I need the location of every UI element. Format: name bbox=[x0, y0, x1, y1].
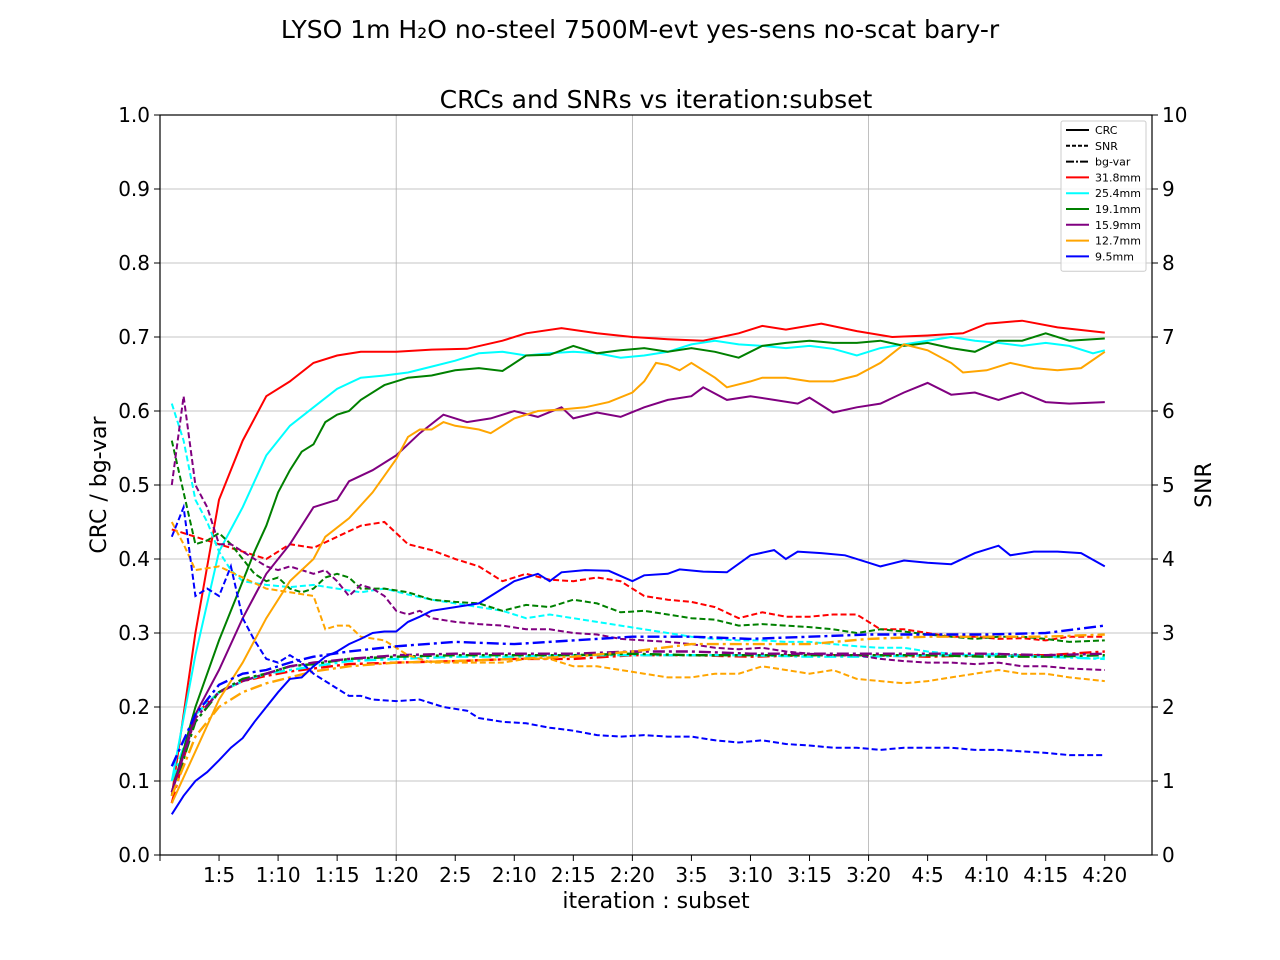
axis-layer: 0.0 0.1 0.2 0.3 0.4 0.5 0.6 0.7 0.8 0.9 1.0 0 1 2 3 4 5 6… bbox=[118, 103, 1187, 887]
crc-line-254mm bbox=[170, 335, 1106, 782]
snr-line-254mm bbox=[170, 403, 1105, 660]
snr-line-95mm bbox=[170, 503, 1105, 757]
legend-box bbox=[1060, 120, 1147, 272]
y-tick-label-left: 1.0 bbox=[118, 103, 150, 127]
chart-suptitle: LYSO 1m H₂O no-steel 7500M-evt yes-sens … bbox=[281, 15, 1000, 44]
series-layer bbox=[170, 319, 1106, 815]
y-tick-label-left: 0.1 bbox=[118, 769, 150, 793]
crc-line-191mm bbox=[170, 332, 1105, 793]
legend-label: 31.8mm bbox=[1095, 171, 1141, 184]
x-tick-label: 4:20 bbox=[1082, 863, 1127, 887]
bgvar-line-159mm bbox=[170, 650, 1105, 793]
legend-label: CRC bbox=[1095, 124, 1118, 137]
grid-layer bbox=[160, 114, 1152, 856]
y-tick-label-right: 3 bbox=[1162, 621, 1175, 645]
y-tick-label-right: 10 bbox=[1162, 103, 1187, 127]
y-tick-label-left: 0.8 bbox=[118, 251, 150, 275]
y-tick-label-right: 9 bbox=[1162, 177, 1175, 201]
y-tick-label-right: 6 bbox=[1162, 399, 1175, 423]
x-tick-label: 1:5 bbox=[203, 863, 235, 887]
x-tick-label: 4:10 bbox=[964, 863, 1009, 887]
legend-label: 19.1mm bbox=[1095, 203, 1141, 216]
y-tick-label-left: 0.4 bbox=[118, 547, 150, 571]
bgvar-line-191mm bbox=[170, 652, 1105, 797]
bgvar-line-127mm bbox=[170, 633, 1105, 797]
y-tick-label-right: 8 bbox=[1162, 251, 1175, 275]
x-tick-label: 3:10 bbox=[728, 863, 773, 887]
x-tick-label: 3:15 bbox=[787, 863, 832, 887]
series-127mm bbox=[170, 343, 1106, 804]
series-254mm bbox=[170, 335, 1106, 782]
x-tick-label: 1:10 bbox=[256, 863, 301, 887]
x-tick-label: 1:15 bbox=[315, 863, 360, 887]
x-tick-label: 2:5 bbox=[439, 863, 471, 887]
x-tick-label: 4:15 bbox=[1023, 863, 1068, 887]
snr-line-318mm bbox=[171, 520, 1105, 642]
x-tick-label: 4:5 bbox=[912, 863, 944, 887]
crc-line-127mm bbox=[170, 343, 1106, 804]
y-axis-label-right: SNR bbox=[1192, 462, 1217, 508]
legend-label: 12.7mm bbox=[1095, 235, 1141, 248]
y-tick-label-left: 0.2 bbox=[118, 695, 150, 719]
x-tick-label: 2:20 bbox=[610, 863, 655, 887]
snr-line-127mm bbox=[170, 521, 1105, 685]
y-tick-label-right: 2 bbox=[1162, 695, 1175, 719]
crc-line-318mm bbox=[170, 319, 1105, 796]
y-axis-label-left: CRC / bg-var bbox=[87, 415, 112, 553]
x-tick-label: 1:20 bbox=[374, 863, 419, 887]
y-tick-label-left: 0.5 bbox=[118, 473, 150, 497]
y-tick-label-right: 7 bbox=[1162, 325, 1175, 349]
y-tick-label-right: 1 bbox=[1162, 769, 1175, 793]
y-tick-label-left: 0.7 bbox=[118, 325, 150, 349]
y-tick-label-left: 0.3 bbox=[118, 621, 150, 645]
y-tick-label-left: 0.9 bbox=[118, 177, 150, 201]
legend-label: 9.5mm bbox=[1095, 250, 1134, 263]
legend: CRC SNR bg-var 31.8mm 25.4mm 19.1mm 15.9mm 12.7… bbox=[1060, 120, 1147, 272]
series-95mm bbox=[170, 503, 1106, 815]
legend-label: SNR bbox=[1095, 140, 1118, 153]
y-tick-label-right: 0 bbox=[1162, 843, 1175, 867]
x-tick-label: 2:15 bbox=[551, 863, 596, 887]
y-tick-label-right: 5 bbox=[1162, 473, 1175, 497]
y-tick-label-right: 4 bbox=[1162, 547, 1175, 571]
series-159mm bbox=[170, 381, 1105, 793]
chart-title: CRCs and SNRs vs iteration:subset bbox=[440, 85, 873, 114]
bgvar-line-254mm bbox=[170, 654, 1105, 782]
legend-label: 15.9mm bbox=[1095, 219, 1141, 232]
crc-line-159mm bbox=[170, 381, 1105, 793]
legend-label: 25.4mm bbox=[1095, 187, 1141, 200]
bgvar-line-318mm bbox=[170, 650, 1105, 804]
y-tick-label-left: 0.0 bbox=[118, 843, 150, 867]
x-axis-label: iteration : subset bbox=[562, 889, 750, 914]
bgvar-line-95mm bbox=[170, 624, 1105, 767]
y-tick-label-left: 0.6 bbox=[118, 399, 150, 423]
legend-label: bg-var bbox=[1095, 156, 1131, 169]
snr-line-191mm bbox=[170, 440, 1105, 643]
series-191mm bbox=[170, 332, 1105, 797]
x-tick-label: 3:20 bbox=[846, 863, 891, 887]
crc-line-95mm bbox=[170, 544, 1106, 815]
x-tick-label: 2:10 bbox=[492, 863, 537, 887]
x-tick-label: 3:5 bbox=[675, 863, 707, 887]
